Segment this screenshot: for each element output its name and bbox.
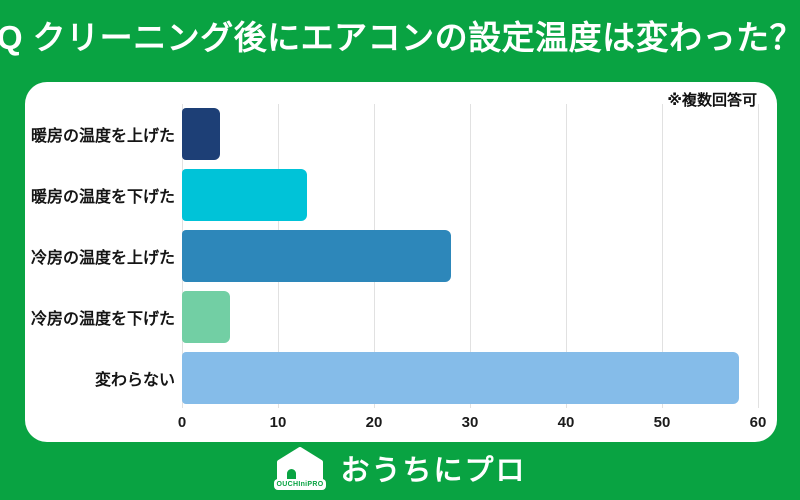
multiple-answers-note: ※複数回答可 <box>667 92 757 109</box>
x-axis: 0 10 20 30 40 50 60 <box>178 414 767 436</box>
bar <box>182 169 307 222</box>
bar-row <box>182 286 758 347</box>
bar <box>182 351 739 404</box>
category-label: 冷房の温度を下げた <box>30 310 175 328</box>
x-tick-label-60: 60 <box>749 414 767 431</box>
gridline-30 <box>470 104 471 408</box>
bar-row <box>182 347 758 408</box>
bars-container <box>182 104 758 408</box>
category-label: 変わらない <box>94 371 175 389</box>
x-tick-label-20: 20 <box>365 414 383 431</box>
brand-name: おうちにプロ <box>340 455 527 487</box>
gridline-60 <box>758 104 759 408</box>
logo-subtext: OUCHIniPRO <box>273 478 327 490</box>
x-tick-label-0: 0 <box>177 414 187 431</box>
gridline-50 <box>662 104 663 408</box>
gridline-40 <box>566 104 567 408</box>
bar <box>182 290 230 343</box>
x-tick-label-10: 10 <box>269 414 287 431</box>
page-title: Q クリーニング後にエアコンの設定温度は変わった？ <box>0 19 800 56</box>
plot-area <box>182 104 759 408</box>
category-label: 暖房の温度を上げた <box>30 128 175 146</box>
chart-panel: ※複数回答可 暖房の温度を上げた 暖房の温度を下げた 冷房の温度を上げた 冷房の温度を… <box>25 82 777 442</box>
brand-logo: OUCHIniPRO <box>273 446 327 490</box>
house-icon <box>276 446 323 483</box>
category-label: 冷房の温度を上げた <box>30 249 175 267</box>
footer: OUCHIniPRO おうちにプロ <box>0 442 800 494</box>
bar-row <box>182 226 758 287</box>
category-label: 暖房の温度を下げた <box>30 189 175 207</box>
bar <box>182 229 451 282</box>
bar-row <box>182 104 758 165</box>
x-tick-label-30: 30 <box>461 414 479 431</box>
category-labels: 暖房の温度を上げた 暖房の温度を下げた 冷房の温度を上げた 冷房の温度を下げた変わらな… <box>30 104 175 408</box>
bar-row <box>182 165 758 226</box>
bar <box>182 108 221 161</box>
x-tick-label-50: 50 <box>653 414 671 431</box>
x-tick-label-40: 40 <box>557 414 575 431</box>
